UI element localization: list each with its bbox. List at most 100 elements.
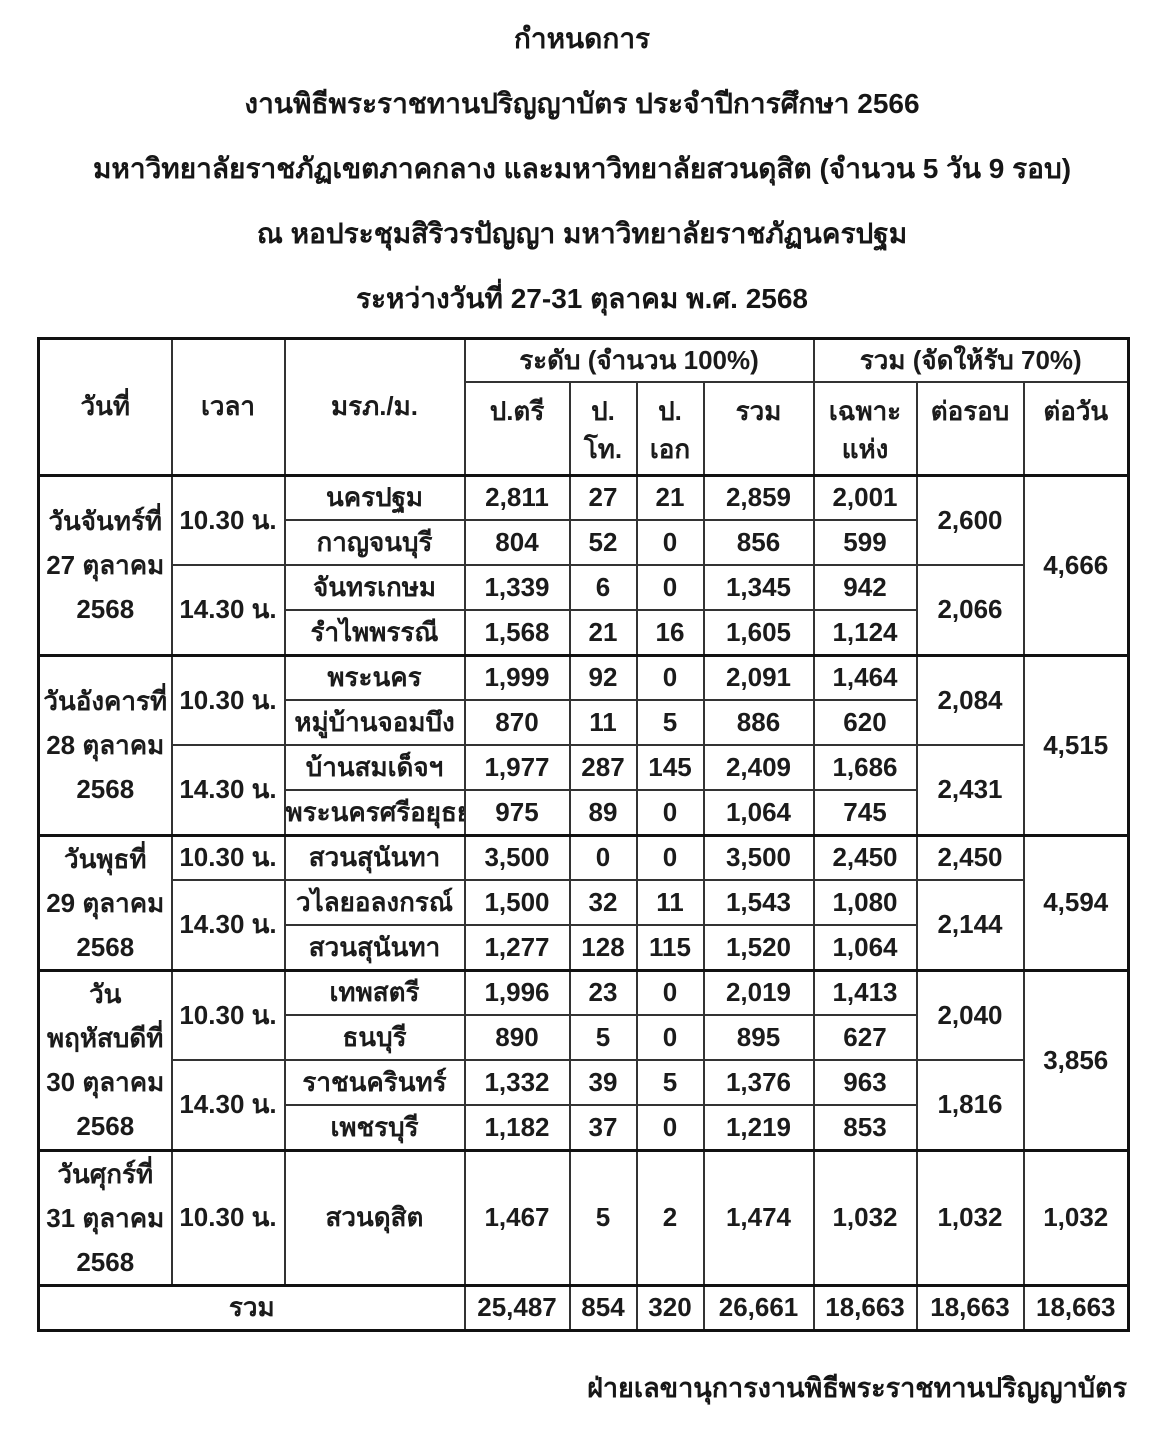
- sum-count-cell: 1,605: [702, 609, 815, 656]
- time-cell: 10.30 น.: [170, 653, 286, 746]
- university-cell: เพชรบุรี: [283, 1104, 466, 1151]
- total-per-site-cell: 18,663: [812, 1283, 918, 1331]
- sum-count-cell: 895: [702, 1014, 815, 1061]
- sum-count-cell: 1,219: [702, 1104, 815, 1151]
- date-line: 27 ตุลาคม: [46, 550, 165, 580]
- date-line: 31 ตุลาคม: [46, 1202, 165, 1233]
- university-cell: รำไพพรรณี: [283, 609, 466, 656]
- date-cell-wednesday: วันพุธที่ 29 ตุลาคม 2568: [37, 833, 173, 971]
- time-cell: 14.30 น.: [170, 879, 286, 971]
- date-line: วันจันทร์ที่: [48, 506, 163, 536]
- per-day-cell: 4,594: [1022, 833, 1130, 971]
- header-doctoral-line2: เอก: [649, 434, 691, 464]
- table-row: สวนสุนันทา 1,277 128 115 1,520 1,064: [39, 924, 1129, 971]
- date-line: วันพุธที่: [63, 843, 147, 874]
- master-count-cell: 6: [568, 564, 638, 611]
- university-cell: สวนสุนันทา: [283, 833, 466, 881]
- master-count-cell: 27: [568, 473, 638, 521]
- bachelor-count-cell: 1,182: [463, 1104, 571, 1151]
- doctoral-count-cell: 0: [635, 1104, 705, 1151]
- table-row: กาญจนบุรี 804 52 0 856 599: [39, 519, 1129, 566]
- sum-count-cell: 1,064: [702, 789, 815, 836]
- header-master-line2: โท.: [583, 434, 623, 464]
- per-day-cell: 3,856: [1022, 968, 1130, 1151]
- date-line: 29 ตุลาคม: [46, 887, 165, 918]
- schedule-table: วันที่ เวลา มรภ./ม. ระดับ (จำนวน 100%) ร…: [37, 337, 1130, 1332]
- sum-count-cell: 2,019: [702, 968, 815, 1016]
- per-site-count-cell: 853: [812, 1104, 918, 1151]
- date-cell-tuesday: วันอังคารที่ 28 ตุลาคม 2568: [37, 653, 173, 836]
- venue-line: ณ หอประชุมสิริวรปัญญา มหาวิทยาลัยราชภัฏน…: [256, 217, 908, 249]
- date-line: 2568: [76, 1111, 135, 1141]
- sum-count-cell: 886: [702, 699, 815, 746]
- title-block: กำหนดการ งานพิธีพระราชทานปริญญาบัตร ประจ…: [37, 6, 1127, 331]
- bachelor-count-cell: 975: [463, 789, 571, 836]
- bachelor-count-cell: 1,332: [463, 1059, 571, 1106]
- master-count-cell: 39: [568, 1059, 638, 1106]
- table-row: วันพุธที่ 29 ตุลาคม 2568 10.30 น. สวนสุน…: [37, 833, 1130, 971]
- bachelor-count-cell: 2,811: [463, 473, 571, 521]
- university-cell: ธนบุรี: [283, 1014, 466, 1061]
- universities-line: มหาวิทยาลัยราชภัฏเขตภาคกลาง และมหาวิทยาล…: [92, 152, 1072, 184]
- university-cell: สวนสุนันทา: [283, 924, 466, 971]
- bachelor-count-cell: 1,568: [463, 609, 571, 656]
- header-group-row: วันที่ เวลา มรภ./ม. ระดับ (จำนวน 100%) ร…: [37, 337, 1130, 476]
- per-site-count-cell: 627: [812, 1014, 918, 1061]
- table-row: 14.30 น. ราชนครินทร์ 1,332 39 5 1,376 96…: [39, 1059, 1129, 1151]
- master-count-cell: 5: [568, 1014, 638, 1061]
- signature-line: ฝ่ายเลขานุการงานพิธีพระราชทานปริญญาบัตร: [587, 1373, 1127, 1403]
- doctoral-count-cell: 115: [635, 924, 705, 971]
- date-line: 2568: [76, 1246, 135, 1277]
- sum-count-cell: 1,520: [702, 924, 815, 971]
- date-line: วันศุกร์ที่: [57, 1158, 154, 1189]
- bachelor-count-cell: 804: [463, 519, 571, 566]
- header-date: วันที่: [37, 337, 173, 476]
- table-row: วัน พฤหัสบดีที่ 30 ตุลาคม 2568 10.30 น. …: [37, 968, 1130, 1151]
- master-count-cell: 32: [568, 879, 638, 926]
- per-site-count-cell: 1,413: [812, 968, 918, 1016]
- per-site-count-cell: 942: [812, 564, 918, 611]
- time-cell: 10.30 น.: [170, 1148, 286, 1286]
- bachelor-count-cell: 1,999: [463, 653, 571, 701]
- time-cell: 14.30 น.: [170, 744, 286, 836]
- time-cell: 10.30 น.: [170, 968, 286, 1061]
- doctoral-count-cell: 5: [635, 1059, 705, 1106]
- total-doctoral-cell: 320: [635, 1283, 705, 1331]
- doctoral-count-cell: 21: [635, 473, 705, 521]
- sum-count-cell: 856: [702, 519, 815, 566]
- university-cell: เทพสตรี: [283, 968, 466, 1016]
- per-round-cell: 2,450: [915, 833, 1025, 881]
- table-row: วันอังคารที่ 28 ตุลาคม 2568 10.30 น. พระ…: [37, 653, 1130, 836]
- total-row: รวม 25,487 854 320 26,661 18,663 18,663 …: [37, 1283, 1130, 1331]
- table-row: หมู่บ้านจอมบึง 870 11 5 886 620: [39, 699, 1129, 746]
- per-site-count-cell: 1,686: [812, 744, 918, 791]
- header-level-group: ระดับ (จำนวน 100%): [463, 337, 815, 383]
- master-count-cell: 21: [568, 609, 638, 656]
- header-time: เวลา: [170, 337, 286, 476]
- date-line: 2568: [76, 594, 135, 624]
- total-label-cell: รวม: [37, 1283, 466, 1331]
- header-master: ป. โท.: [568, 381, 638, 476]
- master-count-cell: 11: [568, 699, 638, 746]
- per-round-cell: 2,066: [915, 564, 1025, 656]
- per-site-count-cell: 620: [812, 699, 918, 746]
- per-round-cell: 1,032: [915, 1148, 1025, 1286]
- date-line: 2568: [76, 931, 135, 962]
- time-cell: 10.30 น.: [170, 833, 286, 881]
- doctoral-count-cell: 0: [635, 564, 705, 611]
- date-cell-thursday: วัน พฤหัสบดีที่ 30 ตุลาคม 2568: [37, 968, 173, 1151]
- university-cell: สวนดุสิต: [283, 1148, 466, 1286]
- table-row: วันศุกร์ที่ 31 ตุลาคม 2568 10.30 น. สวนด…: [37, 1148, 1130, 1286]
- header-sub-row: ป.ตรี ป. โท. ป. เอก รวม เฉพาะ แห่ง ต่อรอ…: [39, 381, 1130, 476]
- university-cell: กาญจนบุรี: [283, 519, 466, 566]
- sum-count-cell: 3,500: [702, 833, 815, 881]
- bachelor-count-cell: 1,339: [463, 564, 571, 611]
- per-round-cell: 2,600: [915, 473, 1025, 566]
- header-sum: รวม: [702, 381, 815, 476]
- master-count-cell: 5: [568, 1148, 638, 1286]
- doctoral-count-cell: 0: [635, 833, 705, 881]
- date-line: วันอังคารที่: [43, 686, 168, 716]
- date-line: พฤหัสบดีที่: [47, 1023, 164, 1053]
- header-per-site-line2: แห่ง: [841, 434, 889, 464]
